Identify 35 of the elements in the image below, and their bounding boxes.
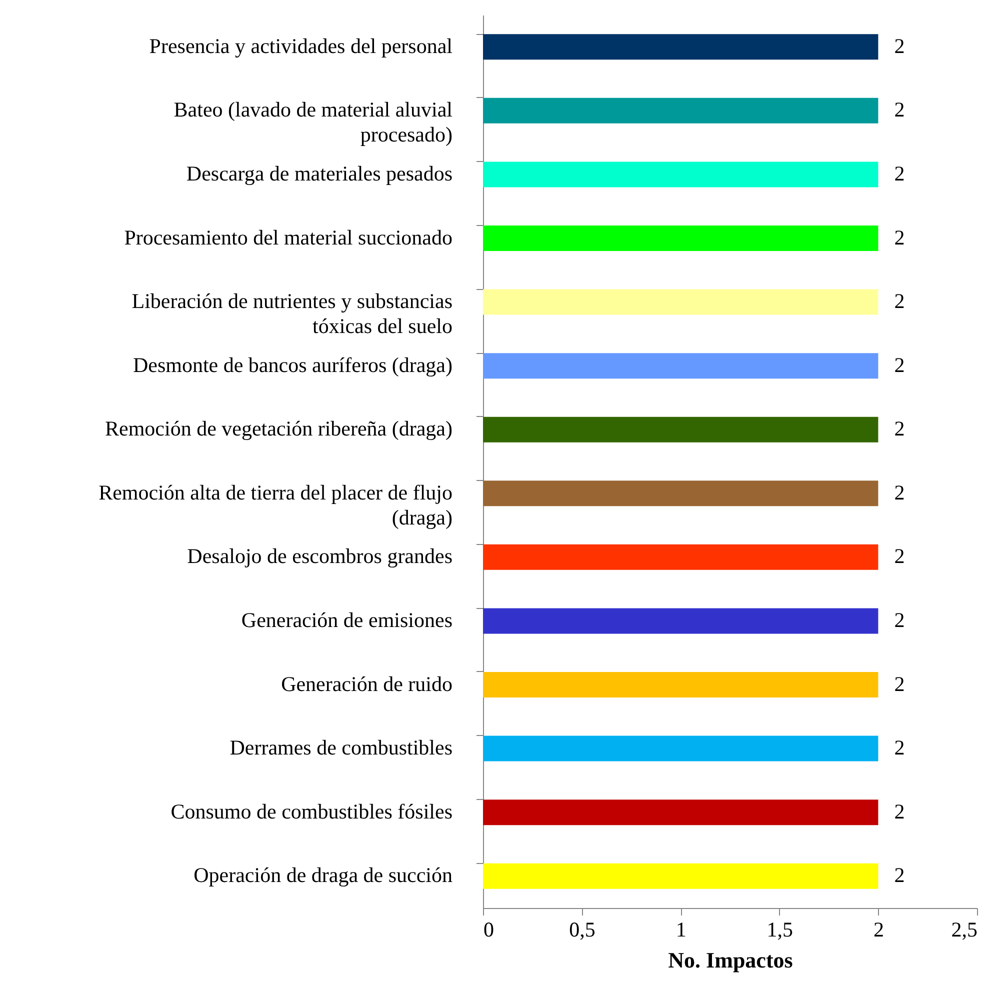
x-tick-label: 2,5	[951, 918, 978, 942]
data-label: 2	[894, 863, 905, 888]
y-tick-label: Generación de emisiones	[241, 608, 452, 632]
y-tick-label: Desmonte de bancos auríferos (draga)	[132, 352, 452, 377]
y-tick-label: Generación de ruido	[281, 672, 452, 696]
data-label: 2	[894, 98, 905, 122]
data-label: 2	[894, 34, 905, 58]
data-label: 2	[894, 289, 905, 314]
y-tick-label: Liberación de nutrientes y substancias tóxicas del suelo	[132, 289, 452, 338]
y-tick-label: Derrames de combustibles	[230, 736, 452, 760]
data-label: 2	[894, 416, 905, 441]
data-label: 2	[894, 161, 905, 186]
y-tick-label: Consumo de combustibles fósiles	[170, 799, 452, 824]
data-label: 2	[894, 608, 905, 632]
data-label: 2	[894, 736, 905, 760]
y-tick-label: Descarga de materiales pesados	[186, 161, 452, 186]
x-tick-label: 2	[873, 918, 884, 942]
data-label: 2	[894, 225, 905, 250]
x-tick-label: 0,5	[569, 918, 596, 942]
y-tick-label: Desalojo de escombros grandes	[187, 544, 452, 568]
y-tick-label: Bateo (lavado de material aluvial procesado)	[174, 98, 453, 147]
data-label: 2	[894, 352, 905, 377]
y-tick-label: Remoción alta de tierra del placer de flujo (draga)	[98, 480, 453, 530]
y-tick-label: Presencia y actividades del personal	[149, 34, 453, 58]
x-tick-label: 0	[484, 918, 494, 942]
x-tick-label: 1,5	[766, 918, 794, 942]
x-axis-title: No. Impactos	[668, 948, 794, 972]
data-label: 2	[894, 480, 905, 504]
y-tick-label: Procesamiento del material succionado	[124, 225, 452, 250]
y-tick-label: Remoción de vegetación ribereña (draga)	[105, 416, 452, 441]
data-label: 2	[894, 544, 905, 568]
y-tick-label: Operación de draga de succión	[194, 863, 453, 888]
data-label: 2	[894, 672, 905, 696]
data-label: 2	[894, 799, 905, 824]
x-tick-label: 1	[676, 918, 686, 942]
